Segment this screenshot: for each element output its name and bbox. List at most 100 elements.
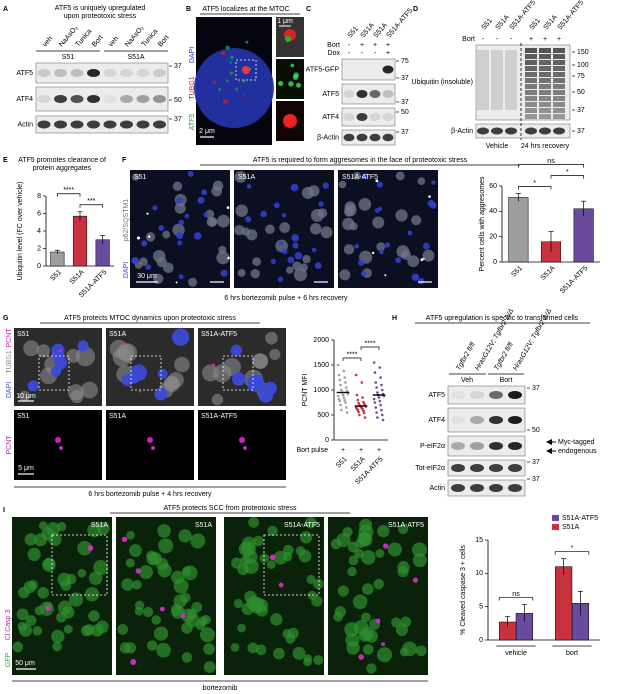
cell <box>152 273 164 284</box>
point <box>377 396 381 399</box>
row-label: ATF5 <box>428 392 445 399</box>
point <box>378 366 382 369</box>
band <box>451 484 465 492</box>
cell <box>87 545 94 551</box>
band <box>553 127 565 135</box>
point <box>373 401 377 404</box>
band <box>508 464 522 472</box>
cell <box>296 82 302 88</box>
point <box>360 381 364 384</box>
cell <box>286 266 294 274</box>
cell <box>273 550 288 565</box>
panel-title: ATF5 is uniquely upregulated <box>55 5 146 12</box>
band <box>356 113 368 121</box>
cell <box>376 181 383 188</box>
cell <box>125 558 135 568</box>
cell <box>343 244 355 255</box>
band <box>136 120 150 129</box>
cell <box>358 198 372 211</box>
cell <box>95 620 109 634</box>
cell <box>265 224 275 235</box>
cell <box>292 646 306 660</box>
image-label: S51A-ATF5 <box>388 522 424 529</box>
smear <box>539 108 551 113</box>
cell <box>377 525 390 538</box>
cell <box>344 201 356 213</box>
cell <box>158 538 174 554</box>
row-label: Tot-eIF2α <box>415 465 445 472</box>
cell <box>122 342 126 345</box>
point <box>381 418 385 422</box>
x-tick-label: S51 <box>49 269 63 283</box>
point <box>376 391 379 394</box>
cell <box>242 79 246 83</box>
significance-bracket <box>554 551 590 555</box>
cell <box>119 642 131 654</box>
point <box>337 373 341 377</box>
blot <box>475 123 571 139</box>
mw-marker: 37 <box>174 116 182 123</box>
cell <box>376 242 386 252</box>
panel-letter: E <box>3 157 8 164</box>
mw-marker: 50 <box>401 109 409 116</box>
cell <box>50 366 62 377</box>
band <box>356 133 368 142</box>
channel-label: TUBG1 <box>6 350 13 373</box>
point <box>380 408 383 412</box>
mw-marker: 100 <box>577 62 589 69</box>
blot <box>447 479 526 497</box>
significance-label: **** <box>347 351 358 358</box>
smear <box>539 102 551 107</box>
cell <box>164 376 179 391</box>
cell <box>37 586 49 599</box>
blot <box>35 62 169 84</box>
point <box>336 394 340 398</box>
treatment-sign: - <box>348 42 351 49</box>
cell <box>246 184 252 189</box>
band <box>505 127 517 135</box>
cell <box>344 622 359 637</box>
cell <box>159 606 165 612</box>
cell <box>146 212 149 215</box>
smear <box>539 114 551 119</box>
cell <box>23 340 40 357</box>
x-tick-label: S51A <box>69 269 86 286</box>
smear <box>525 66 537 71</box>
blot <box>447 385 526 405</box>
mtoc <box>283 114 297 128</box>
cell <box>139 257 148 266</box>
cell <box>293 72 299 78</box>
smear <box>525 114 537 119</box>
cell <box>18 586 30 599</box>
band <box>136 95 150 103</box>
panel-title: upon proteotoxic stress <box>64 13 137 20</box>
band <box>103 95 117 103</box>
cell <box>278 80 284 87</box>
cell <box>19 390 31 402</box>
band <box>491 127 503 135</box>
cell <box>431 180 436 185</box>
blot <box>341 58 396 81</box>
row-label: β-Actin <box>317 134 339 141</box>
band <box>369 90 381 98</box>
cell <box>211 185 222 197</box>
mw-marker: 75 <box>401 58 409 65</box>
image-label: S51A-ATF5 <box>284 522 320 529</box>
cell <box>146 552 160 566</box>
cell <box>139 565 153 580</box>
smear <box>539 96 551 101</box>
channel-label: DAPI <box>189 47 196 63</box>
arrow-label: endogenous <box>558 448 597 455</box>
image-label: S51A <box>238 174 255 181</box>
band <box>54 95 67 103</box>
cell <box>428 195 431 198</box>
channel-label: p62/SQSTM1 <box>123 199 130 242</box>
cell <box>418 277 425 285</box>
condition-label: Bort pulse <box>296 447 328 454</box>
point <box>344 381 347 384</box>
point <box>343 376 346 379</box>
y-tick-label: 10 <box>475 570 483 577</box>
band <box>369 113 381 121</box>
cell <box>176 197 183 204</box>
cell <box>348 555 359 566</box>
